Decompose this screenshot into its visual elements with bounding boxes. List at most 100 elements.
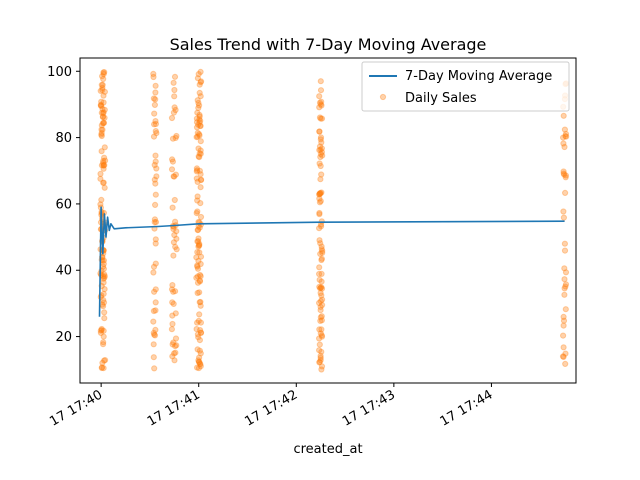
daily-sales-point (101, 144, 108, 151)
daily-sales-point (173, 342, 180, 349)
daily-sales-point (194, 262, 201, 269)
daily-sales-point (152, 307, 159, 314)
daily-sales-point (196, 277, 203, 284)
daily-sales-point (317, 289, 324, 297)
daily-sales-point (100, 341, 107, 348)
daily-sales-point (318, 98, 325, 105)
daily-sales-point (99, 114, 107, 121)
daily-sales-point (97, 101, 105, 109)
daily-sales-point (319, 296, 326, 303)
daily-sales-point (317, 357, 324, 364)
daily-sales-point (98, 325, 105, 333)
daily-sales-point (318, 270, 325, 277)
daily-sales-point (98, 126, 105, 133)
daily-sales-point (99, 81, 106, 89)
daily-sales-point (173, 132, 180, 140)
daily-sales-point (197, 117, 204, 125)
daily-sales-point (194, 133, 201, 140)
legend: 7-Day Moving Average Daily Sales (361, 61, 570, 112)
daily-sales-point (170, 225, 177, 233)
daily-sales-point (101, 184, 108, 191)
daily-sales-point (100, 109, 107, 116)
moving-average-line (98, 206, 565, 317)
daily-sales-point (98, 196, 105, 203)
daily-sales-point (153, 130, 160, 137)
daily-sales-point (171, 173, 178, 180)
daily-sales-point (193, 165, 200, 172)
daily-sales-point (152, 89, 159, 96)
y-axis: 20 40 60 80 100 (47, 65, 80, 345)
daily-sales-point (316, 143, 324, 150)
daily-sales-point (196, 102, 203, 109)
daily-sales-point (560, 317, 568, 324)
daily-sales-point (316, 93, 323, 100)
daily-sales-point (100, 119, 107, 126)
daily-sales-point (317, 314, 324, 321)
daily-sales-point (152, 240, 159, 247)
daily-sales-point (100, 110, 107, 117)
daily-sales-point (101, 271, 108, 278)
daily-sales-point (170, 239, 177, 246)
daily-sales-point (562, 283, 569, 290)
daily-sales-point (195, 99, 202, 107)
daily-sales-point (318, 102, 325, 109)
y-tick-label: 20 (55, 330, 72, 345)
daily-sales-point (99, 86, 106, 94)
daily-sales-point (318, 189, 325, 196)
daily-sales-point (560, 140, 567, 147)
daily-sales-point (193, 115, 200, 122)
daily-sales-point (316, 299, 323, 307)
daily-sales-point (197, 302, 204, 309)
daily-sales-point (317, 87, 325, 94)
daily-sales-point (195, 235, 202, 242)
daily-sales-point (100, 159, 107, 166)
daily-sales-point (197, 319, 204, 326)
daily-sales-point (317, 317, 324, 324)
daily-sales-point (319, 249, 326, 256)
daily-sales-point (194, 263, 201, 270)
daily-sales-point (171, 73, 179, 80)
daily-sales-point (152, 118, 159, 125)
daily-sales-point (152, 201, 159, 208)
daily-sales-point (318, 223, 325, 230)
daily-sales-point (562, 306, 569, 313)
daily-sales-point (100, 162, 107, 169)
daily-sales-point (152, 260, 159, 267)
daily-sales-point (100, 290, 107, 297)
daily-sales-point (562, 269, 570, 276)
daily-sales-point (561, 247, 569, 254)
daily-sales-point (150, 307, 157, 315)
daily-sales-point (98, 162, 106, 169)
daily-sales-point (317, 352, 324, 359)
daily-sales-point (317, 134, 325, 141)
daily-sales-point (194, 129, 201, 136)
daily-sales-point (317, 78, 324, 85)
daily-sales-point (99, 359, 106, 366)
daily-sales-point (318, 145, 325, 152)
x-axis-label: created_at (293, 442, 362, 457)
daily-sales-point (152, 128, 159, 135)
daily-sales-point (316, 276, 323, 283)
daily-sales-point (560, 214, 568, 221)
daily-sales-point (316, 237, 323, 244)
daily-sales-point (562, 174, 569, 181)
daily-sales-point (316, 190, 324, 197)
daily-sales-point (99, 113, 107, 120)
daily-sales-point (99, 120, 107, 127)
daily-sales-point (193, 274, 200, 281)
daily-sales-point (317, 240, 324, 247)
daily-sales-point (195, 226, 202, 233)
daily-sales-point (98, 109, 105, 116)
daily-sales-point (151, 101, 158, 109)
daily-sales-point (171, 357, 178, 364)
daily-sales-point (316, 270, 323, 278)
daily-sales-point (560, 168, 567, 175)
daily-sales-point (194, 289, 201, 297)
daily-sales-point (317, 250, 324, 257)
daily-sales-point (318, 115, 326, 122)
daily-sales-point (172, 288, 179, 295)
daily-sales-point (194, 197, 201, 204)
daily-sales-point (317, 115, 324, 122)
daily-sales-point (193, 175, 200, 182)
daily-sales-point (193, 124, 201, 131)
